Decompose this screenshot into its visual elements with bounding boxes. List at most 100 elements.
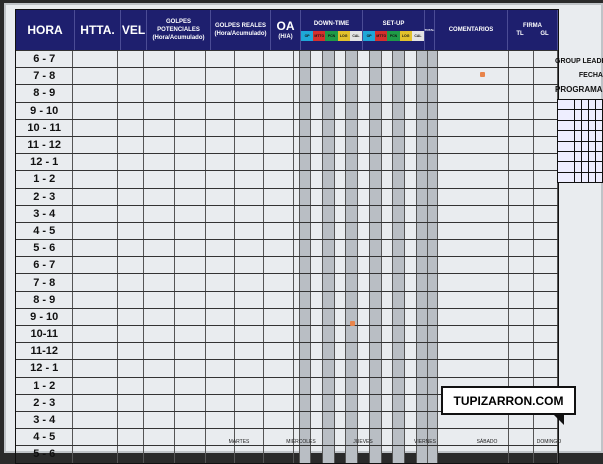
grid-cell[interactable] [416, 102, 429, 119]
grid-cell[interactable] [175, 429, 206, 446]
grid-cell[interactable] [235, 257, 265, 274]
grid-cell[interactable] [358, 154, 370, 171]
grid-cell[interactable] [382, 291, 394, 308]
grid-cell[interactable] [335, 429, 347, 446]
grid-cell[interactable] [534, 308, 558, 325]
grid-cell[interactable] [358, 377, 370, 394]
grid-cell[interactable] [509, 274, 534, 291]
grid-cell[interactable] [416, 136, 429, 154]
grid-cell[interactable] [416, 68, 429, 85]
grid-cell[interactable] [534, 68, 558, 85]
grid-cell[interactable] [264, 360, 294, 377]
grid-cell[interactable] [235, 222, 265, 240]
grid-cell[interactable] [118, 171, 144, 188]
programa-cell[interactable] [582, 151, 588, 162]
grid-cell[interactable] [235, 188, 265, 205]
grid-cell[interactable] [264, 446, 294, 463]
grid-cell[interactable] [509, 85, 534, 102]
grid-cell[interactable] [405, 291, 417, 308]
grid-cell[interactable] [405, 240, 417, 257]
grid-cell[interactable] [509, 240, 534, 257]
programa-cell[interactable] [589, 120, 595, 131]
grid-cell[interactable] [428, 377, 439, 394]
grid-cell[interactable] [175, 119, 206, 136]
programa-cell[interactable] [596, 151, 602, 162]
grid-cell[interactable] [393, 102, 405, 119]
grid-cell[interactable] [118, 429, 144, 446]
grid-cell[interactable] [335, 136, 347, 154]
grid-cell[interactable] [346, 85, 359, 102]
magnet[interactable] [350, 321, 355, 326]
grid-cell[interactable] [393, 343, 405, 360]
grid-cell[interactable] [73, 274, 119, 291]
grid-cell[interactable] [311, 136, 323, 154]
grid-cell[interactable] [405, 171, 417, 188]
grid-cell[interactable] [294, 343, 300, 360]
grid-cell[interactable] [73, 136, 119, 154]
grid-cell[interactable] [118, 102, 144, 119]
grid-cell[interactable] [405, 102, 417, 119]
grid-cell[interactable] [382, 240, 394, 257]
programa-cell[interactable] [575, 110, 581, 120]
grid-cell[interactable] [393, 205, 405, 222]
grid-cell[interactable] [206, 291, 236, 308]
grid-cell[interactable] [118, 205, 144, 222]
grid-cell[interactable] [264, 154, 294, 171]
grid-cell[interactable] [382, 308, 394, 325]
grid-cell[interactable] [393, 308, 405, 325]
grid-cell[interactable] [416, 343, 429, 360]
grid-cell[interactable] [175, 377, 206, 394]
grid-cell[interactable] [235, 205, 265, 222]
grid-cell[interactable] [299, 154, 312, 171]
grid-cell[interactable] [206, 68, 236, 85]
grid-cell[interactable] [534, 240, 558, 257]
grid-cell[interactable] [358, 222, 370, 240]
grid-cell[interactable] [438, 119, 510, 136]
grid-cell[interactable] [144, 51, 175, 68]
grid-cell[interactable] [322, 68, 335, 85]
programa-cell[interactable] [575, 162, 581, 172]
grid-cell[interactable] [393, 429, 405, 446]
grid-cell[interactable] [438, 446, 510, 463]
grid-cell[interactable] [322, 171, 335, 188]
grid-cell[interactable] [144, 68, 175, 85]
grid-cell[interactable] [405, 394, 417, 411]
grid-cell[interactable] [438, 154, 510, 171]
grid-cell[interactable] [118, 308, 144, 325]
grid-cell[interactable] [416, 274, 429, 291]
grid-cell[interactable] [322, 136, 335, 154]
grid-cell[interactable] [509, 343, 534, 360]
grid-cell[interactable] [299, 291, 312, 308]
grid-cell[interactable] [299, 85, 312, 102]
grid-cell[interactable] [311, 360, 323, 377]
grid-cell[interactable] [428, 85, 439, 102]
grid-cell[interactable] [358, 102, 370, 119]
grid-cell[interactable] [311, 205, 323, 222]
grid-cell[interactable] [534, 360, 558, 377]
grid-cell[interactable] [428, 119, 439, 136]
grid-cell[interactable] [534, 446, 558, 463]
grid-cell[interactable] [335, 51, 347, 68]
grid-cell[interactable] [235, 377, 265, 394]
grid-cell[interactable] [299, 51, 312, 68]
programa-cell[interactable] [596, 100, 602, 110]
grid-cell[interactable] [405, 85, 417, 102]
grid-cell[interactable] [358, 446, 370, 463]
grid-cell[interactable] [299, 377, 312, 394]
grid-cell[interactable] [405, 360, 417, 377]
grid-cell[interactable] [346, 222, 359, 240]
grid-cell[interactable] [294, 377, 300, 394]
programa-cell[interactable] [575, 172, 581, 182]
grid-cell[interactable] [382, 377, 394, 394]
grid-cell[interactable] [322, 240, 335, 257]
grid-cell[interactable] [335, 102, 347, 119]
grid-cell[interactable] [369, 102, 382, 119]
grid-cell[interactable] [206, 136, 236, 154]
grid-cell[interactable] [382, 154, 394, 171]
grid-cell[interactable] [264, 343, 294, 360]
grid-cell[interactable] [534, 291, 558, 308]
grid-cell[interactable] [393, 188, 405, 205]
grid-cell[interactable] [322, 85, 335, 102]
grid-cell[interactable] [335, 360, 347, 377]
programa-cell[interactable] [575, 100, 581, 110]
